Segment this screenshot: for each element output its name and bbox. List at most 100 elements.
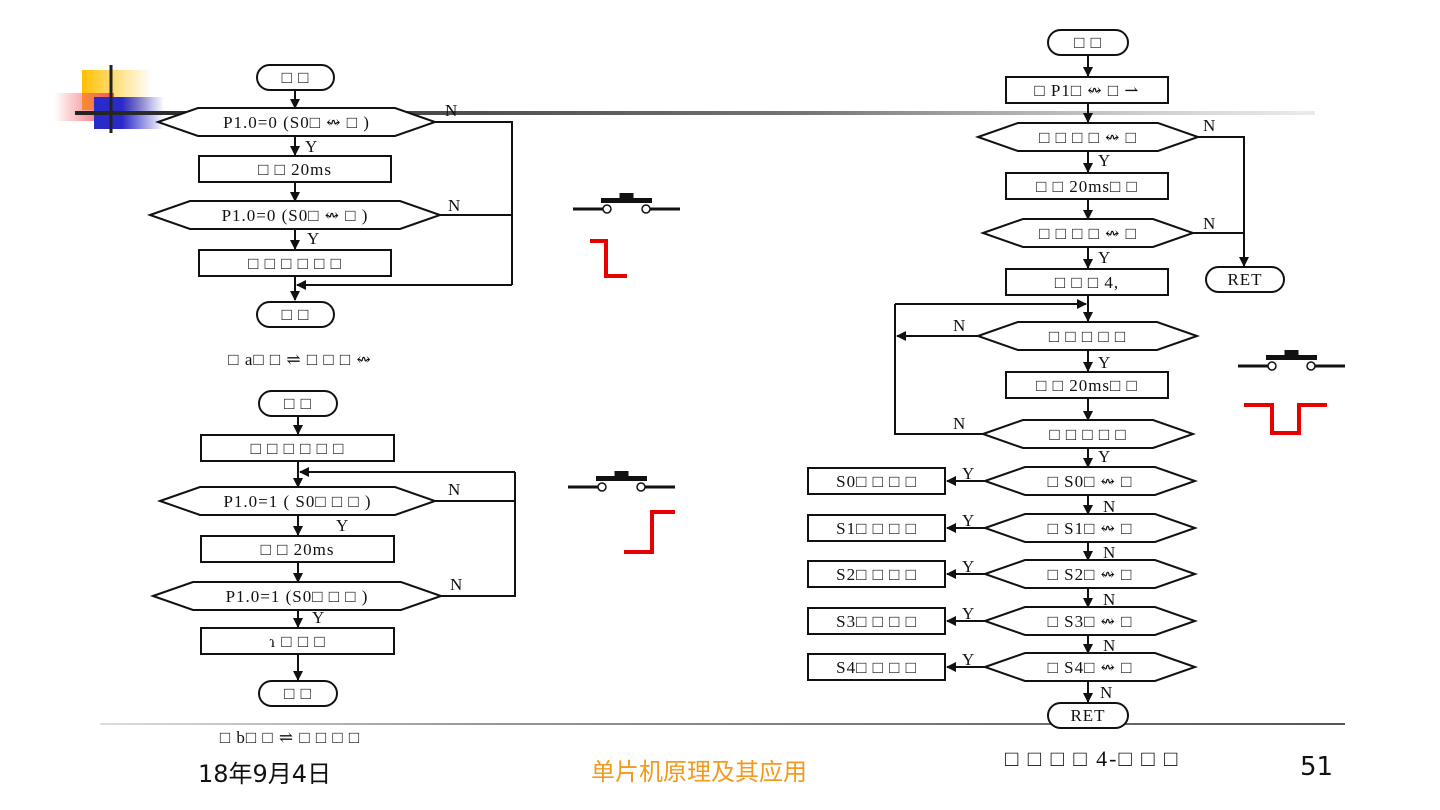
push-switch-icon bbox=[1266, 355, 1317, 360]
flow-a-end-shape bbox=[256, 301, 335, 328]
yes-label: Y bbox=[312, 608, 324, 627]
flow-a-start-text: □ □ bbox=[282, 68, 310, 87]
flow-c-key-check-0-shape bbox=[981, 466, 1199, 496]
footer-course-title: 单片机原理及其应用 bbox=[591, 758, 807, 786]
page-number: 51 bbox=[1300, 752, 1334, 782]
flow-a-check2-text: P1.0=0 (S0□ ↭ □ ) bbox=[222, 206, 369, 225]
no-label: N bbox=[1103, 636, 1115, 655]
no-label: N bbox=[953, 414, 965, 433]
flow-c-ret2-shape bbox=[1047, 702, 1129, 729]
header-divider bbox=[75, 111, 1315, 115]
flow-c-delay1-shape bbox=[1005, 172, 1169, 200]
push-switch-icon bbox=[1267, 361, 1277, 371]
flow-c-no-line bbox=[1193, 136, 1245, 234]
flow-c-key-check-3-shape bbox=[981, 606, 1199, 636]
flow-c-count-text: □ □ □ 4, bbox=[1055, 273, 1119, 292]
yes-label: Y bbox=[1098, 353, 1110, 372]
push-switch-icon bbox=[597, 482, 607, 492]
flow-c-key-check-3-text: □ S3□ ↭ □ bbox=[1048, 612, 1133, 631]
no-label: N bbox=[1203, 116, 1215, 135]
no-label: N bbox=[448, 480, 460, 499]
flow-c-key-handler-1-shape bbox=[807, 514, 946, 542]
falling-edge-waveform bbox=[590, 239, 627, 278]
flow-c-key-handler-2-shape bbox=[807, 560, 946, 588]
flow-c-read-text: □ P1□ ↭ □ ⇀ bbox=[1034, 81, 1139, 100]
flow-c-check4-text: □ □ □ □ □ bbox=[1049, 425, 1126, 444]
flow-b-delay-text: □ □ 20ms bbox=[261, 540, 335, 559]
push-switch-icon bbox=[641, 204, 651, 214]
flow-c-ret1-text: RET bbox=[1227, 270, 1262, 289]
flow-c-key-handler-4-text: S4□ □ □ □ bbox=[836, 658, 917, 677]
flow-b-check1-text: P1.0=1 ( S0□ □ □ ) bbox=[223, 492, 371, 511]
push-switch-icon bbox=[596, 476, 647, 481]
flow-b-process-shape bbox=[200, 627, 395, 655]
yes-label: Y bbox=[962, 464, 974, 483]
flow-b-start-text: □ □ bbox=[284, 394, 312, 413]
flow-b-process-text: ɿ □ □ □ bbox=[269, 632, 325, 651]
flow-c-read-shape bbox=[1005, 76, 1169, 104]
flow-b-end-shape bbox=[258, 680, 338, 707]
flow-c-ret1-shape bbox=[1205, 266, 1285, 293]
no-label: N bbox=[448, 196, 460, 215]
push-switch-icon bbox=[619, 193, 634, 200]
yes-label: Y bbox=[1098, 151, 1110, 170]
flow-c-delay1-text: □ □ 20ms□ □ bbox=[1036, 177, 1138, 196]
yes-label: Y bbox=[962, 511, 974, 530]
flow-c-key-check-1-text: □ S1□ ↭ □ bbox=[1048, 519, 1133, 538]
flow-a-no-line bbox=[435, 121, 513, 285]
no-label: N bbox=[1103, 543, 1115, 562]
no-label: N bbox=[1203, 214, 1215, 233]
no-label: N bbox=[953, 316, 965, 335]
flow-c-check1-text: □ □ □ □ ↭ □ bbox=[1039, 128, 1137, 147]
flow-c-key-handler-2-text: S2□ □ □ □ bbox=[836, 565, 917, 584]
push-switch-icon bbox=[614, 471, 629, 478]
no-label: N bbox=[1100, 683, 1112, 702]
push-switch-icon bbox=[1306, 361, 1316, 371]
pulse-waveform bbox=[1244, 403, 1327, 435]
yes-label: Y bbox=[336, 516, 348, 535]
flow-a-delay-shape bbox=[198, 155, 392, 183]
flow-c-key-check-2-shape bbox=[981, 559, 1199, 589]
yes-label: Y bbox=[307, 229, 319, 248]
flow-c-key-handler-3-shape bbox=[807, 607, 946, 635]
flow-b-no-line bbox=[441, 472, 516, 597]
no-label: N bbox=[450, 575, 462, 594]
flow-c-start-text: □ □ bbox=[1074, 33, 1102, 52]
flow-c-delay2-text: □ □ 20ms□ □ bbox=[1036, 376, 1138, 395]
push-switch-icon bbox=[601, 198, 652, 203]
slide-logo-decoration bbox=[54, 65, 164, 133]
yes-label: Y bbox=[962, 604, 974, 623]
flow-c-check4-shape bbox=[979, 419, 1197, 449]
rising-edge-waveform bbox=[624, 510, 675, 554]
flow-a-process-shape bbox=[198, 249, 392, 277]
flow-a-end-text: □ □ bbox=[282, 305, 310, 324]
flow-b-end-text: □ □ bbox=[284, 684, 312, 703]
no-label: N bbox=[445, 101, 457, 120]
flow-b-caption: □ b□ □ ⇌ □ □ □ □ bbox=[220, 728, 360, 747]
flow-b-delay-shape bbox=[200, 535, 395, 563]
yes-label: Y bbox=[962, 650, 974, 669]
flow-a-caption: □ a□ □ ⇌ □ □ □ ↭ bbox=[228, 350, 371, 369]
flow-c-delay2-shape bbox=[1005, 371, 1169, 399]
flow-c-key-handler-3-text: S3□ □ □ □ bbox=[836, 612, 917, 631]
flow-c-key-check-2-text: □ S2□ ↭ □ bbox=[1048, 565, 1133, 584]
yes-label: Y bbox=[305, 137, 317, 156]
flow-c-key-check-0-text: □ S0□ ↭ □ bbox=[1048, 472, 1133, 491]
flow-c-check3-shape bbox=[974, 321, 1201, 351]
flow-b-check2-text: P1.0=1 (S0□ □ □ ) bbox=[226, 587, 369, 606]
flow-c-key-handler-0-text: S0□ □ □ □ bbox=[836, 472, 917, 491]
flow-c-key-check-4-shape bbox=[981, 652, 1199, 682]
footer-date: 18年9月4日 bbox=[198, 760, 332, 788]
push-switch-icon bbox=[636, 482, 646, 492]
flow-a-delay-text: □ □ 20ms bbox=[258, 160, 332, 179]
yes-label: Y bbox=[1098, 248, 1110, 267]
no-label: N bbox=[1103, 590, 1115, 609]
flow-c-key-handler-0-shape bbox=[807, 467, 946, 495]
flow-c-key-handler-1-text: S1□ □ □ □ bbox=[836, 519, 917, 538]
flow-a-check1-text: P1.0=0 (S0□ ↭ □ ) bbox=[223, 113, 370, 132]
flow-c-key-handler-4-shape bbox=[807, 653, 946, 681]
flow-b-init-shape bbox=[200, 434, 395, 462]
yes-label: Y bbox=[962, 557, 974, 576]
